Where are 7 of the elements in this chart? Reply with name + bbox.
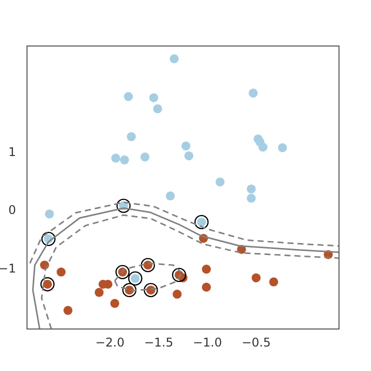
x-tick-label: −1.0 [192,335,222,350]
y-tick-label: 0 [8,203,16,218]
x-tick-label: −1.5 [144,335,174,350]
x-tick-label: −2.0 [95,335,124,350]
y-tick-label: 1 [8,145,16,160]
x-tick-label: −0.5 [242,335,271,350]
y-tick-label: −1 [0,261,16,276]
